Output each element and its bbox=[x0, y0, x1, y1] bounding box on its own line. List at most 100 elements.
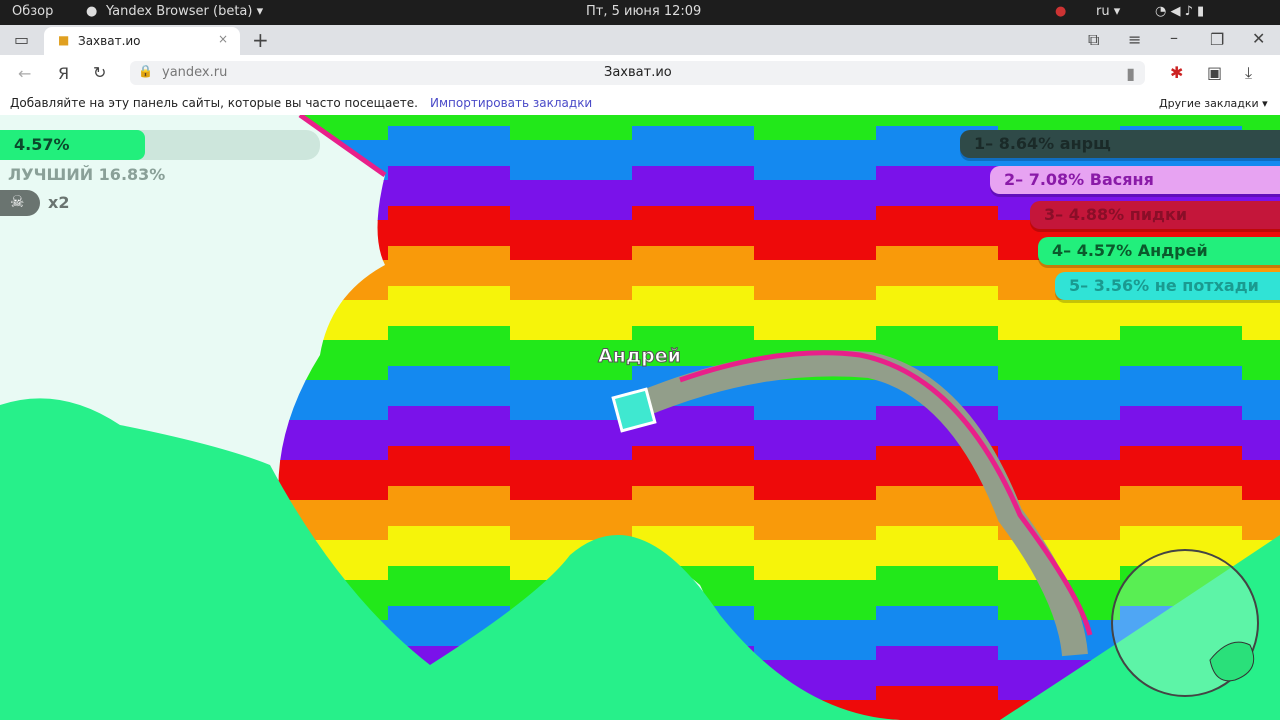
download-icon[interactable]: ⤓ bbox=[1245, 63, 1253, 82]
sidebar-icon[interactable]: ▭ bbox=[14, 30, 30, 49]
territory-stripe bbox=[510, 460, 632, 501]
territory-stripe bbox=[876, 646, 998, 687]
import-bookmarks-link[interactable]: Импортировать закладки bbox=[430, 96, 593, 110]
territory-stripe bbox=[1242, 420, 1280, 461]
territory-stripe bbox=[278, 180, 388, 221]
url-field[interactable]: 🔒 yandex.ru Захват.ио ▮ bbox=[130, 61, 1145, 85]
minimap-territory bbox=[1209, 641, 1255, 682]
territory-stripe bbox=[388, 126, 510, 167]
territory-stripe bbox=[754, 220, 876, 261]
territory-stripe bbox=[876, 486, 998, 527]
territory-stripe bbox=[754, 140, 876, 181]
bookmarks-hint: Добавляйте на эту панель сайты, которые … bbox=[10, 96, 418, 110]
os-top-bar: Обзор ● Yandex Browser (beta) ▾ Пт, 5 ию… bbox=[0, 0, 1280, 25]
language-menu[interactable]: ru ▾ bbox=[1096, 4, 1121, 19]
territory-stripe bbox=[998, 420, 1120, 461]
territory-border bbox=[298, 115, 387, 178]
bug-icon[interactable]: ✱ bbox=[1170, 63, 1184, 82]
territory-stripe bbox=[754, 380, 876, 421]
territory-stripe bbox=[388, 366, 510, 407]
translate-icon[interactable]: ▣ bbox=[1207, 63, 1223, 82]
close-tab-icon[interactable]: × bbox=[217, 32, 228, 46]
territory-stripe bbox=[632, 286, 754, 327]
territory-stripe bbox=[388, 115, 510, 127]
new-tab-icon[interactable]: + bbox=[252, 28, 269, 52]
other-bookmarks-button[interactable]: Другие закладки ▾ bbox=[1159, 97, 1268, 110]
green-territory-2 bbox=[1000, 535, 1280, 720]
territory-stripe bbox=[876, 115, 998, 127]
territory-stripe bbox=[754, 420, 876, 461]
yandex-logo-icon[interactable]: Я bbox=[58, 64, 70, 83]
maximize-icon[interactable]: ❐ bbox=[1210, 30, 1225, 49]
territory-stripe bbox=[510, 115, 632, 141]
minimize-icon[interactable]: – bbox=[1170, 28, 1178, 47]
skull-icon: ☠ bbox=[0, 190, 40, 216]
territory-stripe bbox=[278, 420, 388, 461]
reload-icon[interactable]: ↻ bbox=[93, 63, 107, 82]
territory-stripe bbox=[754, 260, 876, 301]
territory-stripe bbox=[998, 340, 1120, 381]
territory-stripe bbox=[1120, 366, 1242, 407]
territory-stripe bbox=[388, 406, 510, 447]
territory-stripe bbox=[510, 500, 632, 541]
territory-stripe bbox=[754, 115, 876, 141]
territory-stripe bbox=[388, 566, 510, 607]
territory-stripe bbox=[754, 540, 876, 581]
territory-stripe bbox=[754, 620, 876, 661]
territory-stripe bbox=[510, 180, 632, 221]
territory-stripe bbox=[510, 300, 632, 341]
leaderboard-entry: 1– 8.64% анрщ bbox=[960, 130, 1280, 158]
green-territory bbox=[0, 398, 900, 720]
player-avatar bbox=[611, 387, 657, 433]
wifi-icon[interactable]: ◔ ◀ ♪ ▮ bbox=[1155, 4, 1205, 19]
back-icon[interactable]: ← bbox=[18, 64, 32, 83]
territory-stripe bbox=[632, 126, 754, 167]
territory-stripe bbox=[1120, 486, 1242, 527]
record-icon: ● bbox=[1055, 4, 1067, 19]
territory-stripe bbox=[632, 206, 754, 247]
territory-stripe bbox=[388, 166, 510, 207]
territory-stripe bbox=[510, 380, 632, 421]
tab-zahvat[interactable]: ■ Захват.ио × bbox=[44, 27, 240, 55]
territory-stripe bbox=[876, 166, 998, 207]
favicon-icon: ■ bbox=[58, 33, 70, 47]
address-bar: ← Я ↻ 🔒 yandex.ru Захват.ио ▮ ✱ ▣ ⤓ bbox=[0, 55, 1280, 92]
territory-stripe bbox=[632, 246, 754, 287]
territory-stripe bbox=[754, 460, 876, 501]
territory-stripe bbox=[510, 140, 632, 181]
overview-button[interactable]: Обзор bbox=[12, 4, 54, 19]
territory-stripe bbox=[1120, 115, 1242, 127]
bookmarks-bar: Добавляйте на эту панель сайты, которые … bbox=[0, 92, 1280, 115]
menu-icon[interactable]: ≡ bbox=[1128, 30, 1142, 49]
bookmarks-icon[interactable]: ⧉ bbox=[1088, 30, 1100, 49]
territory-stripe bbox=[876, 686, 998, 720]
territory-stripe bbox=[876, 526, 998, 567]
territory-stripe bbox=[388, 526, 510, 567]
kill-count: x2 bbox=[48, 193, 70, 212]
close-window-icon[interactable]: ✕ bbox=[1252, 29, 1266, 48]
territory-stripe bbox=[1120, 326, 1242, 367]
territory-stripe bbox=[632, 446, 754, 487]
territory-stripe bbox=[278, 460, 388, 501]
clock[interactable]: Пт, 5 июня 12:09 bbox=[586, 4, 702, 19]
territory-stripe bbox=[1120, 406, 1242, 447]
bookmark-icon[interactable]: ▮ bbox=[1126, 64, 1135, 83]
territory-stripe bbox=[278, 380, 388, 421]
best-score: ЛУЧШИЙ 16.83% bbox=[8, 165, 166, 184]
app-menu[interactable]: Yandex Browser (beta) ▾ bbox=[106, 4, 264, 19]
leaderboard-entry: 3– 4.88% пидки bbox=[1030, 201, 1280, 229]
tab-bar: ▭ ■ Захват.ио × + ⧉ ≡ – ❐ ✕ bbox=[0, 25, 1280, 55]
territory-stripe bbox=[1242, 460, 1280, 501]
game-canvas[interactable]: 4.57% ЛУЧШИЙ 16.83% ☠ x2 Андрей 1– 8.64%… bbox=[0, 115, 1280, 720]
lock-icon: 🔒 bbox=[138, 64, 153, 78]
leaderboard-entry: 4– 4.57% Андрей bbox=[1038, 236, 1280, 265]
territory-stripe bbox=[632, 115, 754, 127]
territory-stripe bbox=[1242, 340, 1280, 381]
player-name: Андрей bbox=[598, 345, 682, 368]
territory-stripe bbox=[754, 300, 876, 341]
territory-stripe bbox=[278, 260, 388, 301]
territory-stripe bbox=[632, 326, 754, 367]
url-text: yandex.ru bbox=[162, 65, 228, 80]
territory-stripe bbox=[1242, 500, 1280, 541]
leaderboard-entry: 2– 7.08% Васяня bbox=[990, 165, 1280, 194]
